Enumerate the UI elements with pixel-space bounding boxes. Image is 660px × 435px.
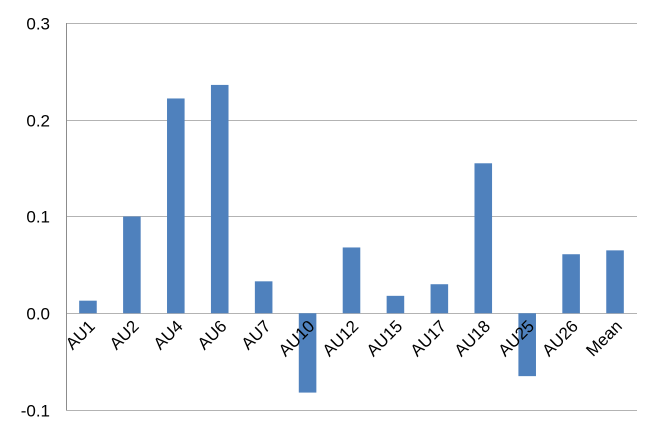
y-tick-label: 0.1: [26, 208, 50, 227]
bar-au4: [167, 98, 185, 314]
category-label: AU6: [194, 317, 231, 354]
category-label: AU15: [363, 317, 407, 361]
category-label: AU1: [62, 317, 99, 354]
category-label: AU18: [451, 317, 495, 361]
category-label: AU17: [407, 317, 451, 361]
bar-au2: [123, 216, 141, 314]
bar-au12: [342, 247, 361, 314]
bar-au25: [518, 313, 536, 377]
bar-au26: [562, 254, 580, 314]
category-labels: AU1 AU2 AU4 AU6 AU7 AU10 AU12 AU15 AU17 AU18 AU25 A…: [62, 317, 626, 361]
category-label: AU4: [150, 317, 187, 354]
y-tick-label: 0.2: [26, 112, 50, 131]
category-label: Mean: [582, 317, 626, 361]
bar-au10: [298, 313, 317, 393]
y-tick-label: 0.3: [26, 15, 50, 34]
category-label: AU2: [106, 317, 143, 354]
bar-au6: [210, 84, 229, 314]
bar-au1: [79, 300, 97, 314]
bar-mean: [606, 250, 624, 314]
bar-au7: [254, 281, 273, 314]
bar-au18: [474, 163, 493, 314]
bar-au17: [430, 284, 449, 314]
bar-au15: [386, 295, 405, 314]
y-tick-label: -0.1: [21, 402, 50, 421]
category-label: AU26: [538, 317, 582, 361]
category-label: AU7: [238, 317, 275, 354]
y-tick-label: 0.0: [26, 305, 50, 324]
y-tick-labels: -0.1 0.0 0.1 0.2 0.3: [21, 15, 50, 421]
bars: [79, 84, 624, 393]
gridlines: [66, 23, 637, 411]
category-label: AU12: [319, 317, 363, 361]
